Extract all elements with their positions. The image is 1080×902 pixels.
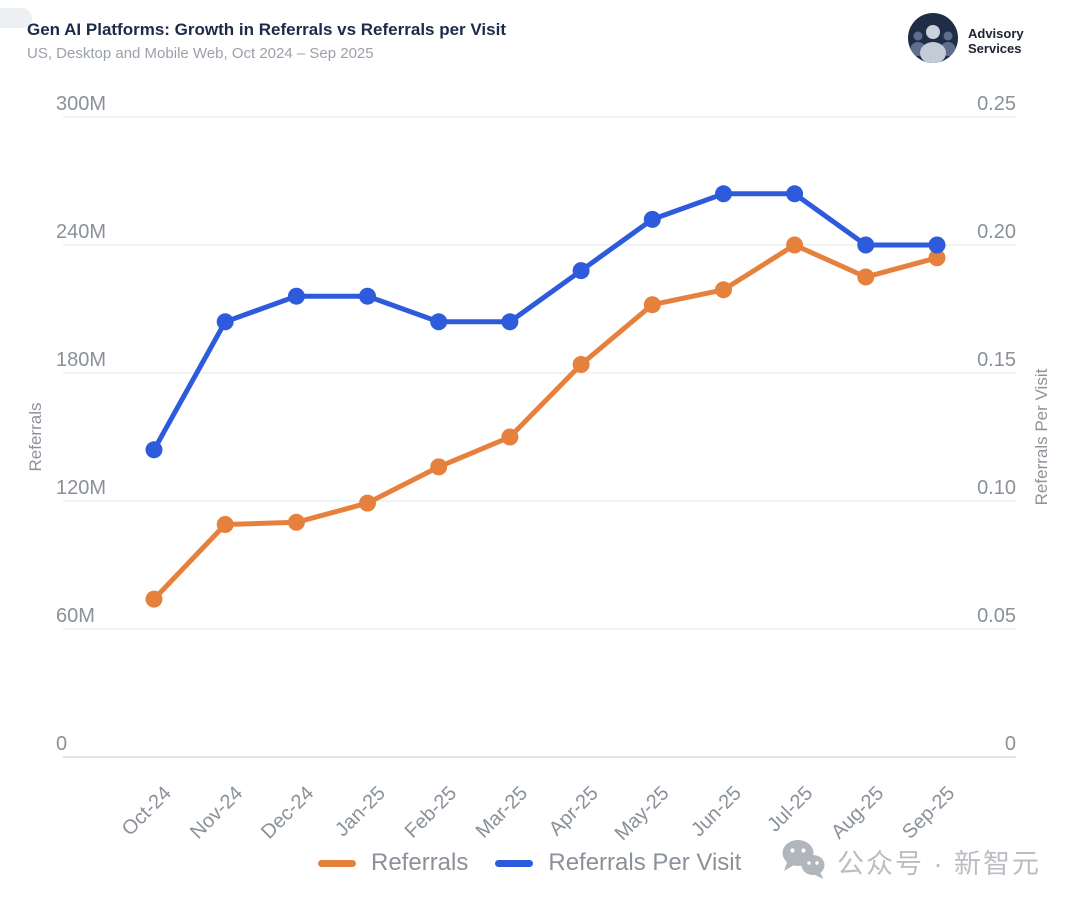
left-ytick-300m: 300M	[56, 93, 107, 115]
right-axis-title: Referrals Per Visit	[1032, 368, 1051, 506]
right-ytick-025: 0.25	[977, 93, 1016, 115]
right-ytick-015: 0.15	[977, 349, 1016, 371]
chart-legend: Referrals Referrals Per Visit	[318, 849, 741, 877]
chart-title: Gen AI Platforms: Growth in Referrals vs…	[27, 20, 506, 39]
watermark: 公众号 · 新智元	[780, 838, 1041, 885]
xtick-may-25: May-25	[611, 782, 674, 845]
referrals-per-visit-legend-label: Referrals Per Visit	[548, 849, 742, 876]
xtick-jun-25: Jun-25	[686, 782, 746, 842]
xtick-dec-24: Dec-24	[256, 782, 318, 844]
chart-subtitle: US, Desktop and Mobile Web, Oct 2024 – S…	[27, 45, 374, 62]
left-ytick-60m: 60M	[56, 605, 95, 627]
wechat-icon	[780, 838, 827, 885]
xtick-mar-25: Mar-25	[471, 782, 532, 843]
right-ytick-020: 0.20	[977, 221, 1016, 243]
left-ytick-0: 0	[56, 733, 68, 755]
xtick-jan-25: Jan-25	[330, 782, 390, 842]
xtick-feb-25: Feb-25	[400, 782, 461, 843]
left-ytick-120m: 120M	[56, 477, 107, 499]
xtick-oct-24: Oct-24	[117, 782, 176, 841]
referrals-legend-swatch	[318, 859, 356, 867]
advisory-services-logo-icon	[908, 13, 958, 68]
left-ytick-180m: 180M	[56, 349, 107, 371]
advisory-services-line1: Advisory	[968, 25, 1024, 41]
xtick-jul-25: Jul-25	[762, 782, 817, 837]
right-ytick-005: 0.05	[977, 605, 1016, 627]
advisory-services-label: Advisory Services	[968, 26, 1024, 56]
xtick-nov-24: Nov-24	[185, 782, 247, 844]
right-ytick-010: 0.10	[977, 477, 1016, 499]
xtick-aug-25: Aug-25	[826, 782, 888, 844]
referrals-legend-label: Referrals	[371, 849, 469, 876]
xtick-sep-25: Sep-25	[897, 782, 959, 844]
xtick-apr-25: Apr-25	[544, 782, 603, 841]
right-ytick-0: 0	[1004, 733, 1016, 755]
watermark-text: 公众号 · 新智元	[837, 849, 1041, 879]
advisory-services-logo: Advisory Services	[908, 13, 1024, 68]
left-ytick-240m: 240M	[56, 221, 107, 243]
left-axis-title: Referrals	[26, 402, 45, 472]
corner-artifact	[0, 8, 32, 28]
advisory-services-line2: Services	[968, 40, 1022, 56]
referrals-per-visit-legend-swatch	[495, 859, 534, 867]
